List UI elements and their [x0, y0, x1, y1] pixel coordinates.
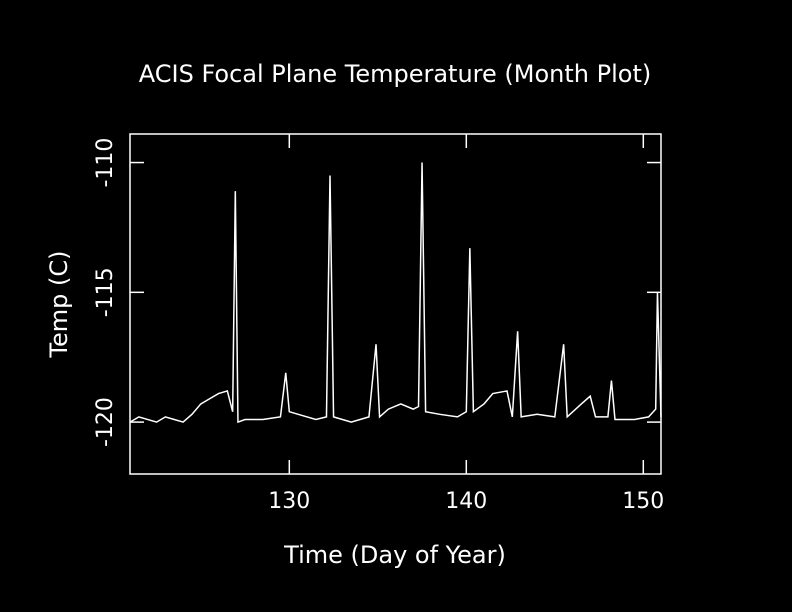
y-tick-label: -115: [93, 267, 118, 317]
x-tick-label: 130: [268, 489, 310, 514]
y-tick-label: -110: [93, 138, 118, 188]
x-axis-label: Time (Day of Year): [283, 541, 506, 569]
data-line: [129, 162, 662, 424]
x-tick-label: 140: [445, 489, 487, 514]
chart-title: ACIS Focal Plane Temperature (Month Plot…: [139, 60, 651, 88]
x-tick-label: 150: [622, 489, 664, 514]
y-tick-label: -120: [93, 397, 118, 447]
plot-frame: [129, 133, 662, 475]
y-axis-label: Temp (C): [45, 250, 73, 358]
